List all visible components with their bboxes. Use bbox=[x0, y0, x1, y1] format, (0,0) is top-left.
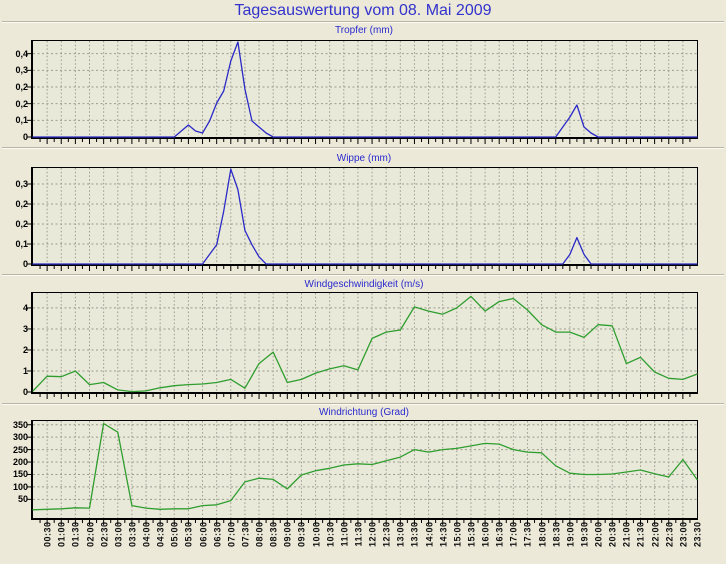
data-line bbox=[32, 168, 698, 265]
plot-area bbox=[27, 40, 698, 144]
x-axis-label: 08:00 bbox=[254, 521, 265, 548]
y-axis-label: 350 bbox=[12, 419, 28, 430]
x-axis-label: 19:00 bbox=[565, 521, 576, 548]
y-axis-label: 1 bbox=[22, 365, 28, 376]
x-axis-label: 12:00 bbox=[367, 521, 378, 548]
y-axis-label: 0,1 bbox=[15, 239, 28, 249]
x-axis-label: 13:30 bbox=[409, 521, 420, 548]
x-axis-label: 16:00 bbox=[480, 521, 491, 548]
x-axis-label: 18:30 bbox=[551, 521, 562, 548]
x-axis-label: 10:30 bbox=[325, 521, 336, 548]
x-axis-label: 19:30 bbox=[579, 521, 590, 548]
plot-canvas bbox=[27, 421, 698, 525]
x-axis-label: 11:30 bbox=[353, 521, 364, 547]
x-axis-label: 09:00 bbox=[282, 521, 293, 548]
divider bbox=[2, 147, 724, 149]
x-axis-label: 03:00 bbox=[113, 521, 124, 548]
x-axis-label: 21:00 bbox=[621, 521, 632, 548]
x-axis-label: 11:00 bbox=[339, 521, 350, 547]
x-axis-label: 00:30 bbox=[42, 521, 53, 548]
x-axis-label: 12:30 bbox=[381, 521, 392, 548]
x-axis-label: 02:30 bbox=[99, 521, 110, 548]
x-axis-label: 05:30 bbox=[183, 521, 194, 548]
data-line bbox=[32, 295, 698, 393]
plot-area bbox=[27, 292, 698, 399]
page-title: Tagesauswertung vom 08. Mai 2009 bbox=[234, 2, 492, 19]
y-axis-label: 0,2 bbox=[15, 82, 28, 92]
x-axis-label: 13:00 bbox=[395, 521, 406, 548]
x-axis-label: 04:30 bbox=[155, 521, 166, 548]
chart-title: Wippe (mm) bbox=[336, 153, 392, 164]
x-axis-label: 20:30 bbox=[607, 521, 618, 548]
divider bbox=[2, 21, 724, 23]
y-axis-label: 0,4 bbox=[15, 48, 28, 59]
y-axis-label: 0,2 bbox=[15, 98, 28, 109]
y-axis-label: 4 bbox=[22, 302, 28, 313]
x-axis-label: 03:30 bbox=[127, 521, 138, 548]
y-axis-label: 50 bbox=[17, 494, 28, 505]
chart-title: Windrichtung (Grad) bbox=[318, 407, 410, 418]
x-axis-label: 17:00 bbox=[508, 521, 519, 548]
data-line bbox=[32, 422, 698, 511]
data-line bbox=[32, 41, 698, 138]
y-axis-label: 100 bbox=[12, 481, 28, 492]
x-axis-label: 07:00 bbox=[226, 521, 237, 548]
plot-canvas bbox=[27, 41, 698, 144]
x-axis-label: 06:00 bbox=[198, 521, 209, 548]
x-axis-label: 14:30 bbox=[438, 521, 449, 548]
x-axis-label: 10:00 bbox=[311, 521, 322, 548]
x-axis-label: 01:30 bbox=[70, 521, 81, 548]
x-axis-label: 02:00 bbox=[85, 521, 95, 548]
y-axis-label: 250 bbox=[12, 444, 28, 455]
x-axis-label: 23:30 bbox=[692, 521, 703, 548]
y-axis-label: 0,2 bbox=[15, 218, 28, 229]
x-axis-label: 08:30 bbox=[268, 521, 279, 548]
x-axis-label: 21:30 bbox=[635, 521, 646, 548]
y-axis-label: 0,3 bbox=[15, 179, 28, 189]
x-axis-label: 14:00 bbox=[424, 521, 435, 548]
y-axis-label: 2 bbox=[22, 344, 28, 355]
chart-title: Windgeschwindigkeit (m/s) bbox=[304, 279, 424, 290]
y-axis-label: 0 bbox=[22, 259, 28, 269]
x-axis-label: 05:00 bbox=[169, 521, 180, 548]
divider bbox=[2, 403, 724, 405]
plot-canvas bbox=[27, 168, 698, 271]
plot-area bbox=[27, 420, 698, 525]
y-axis-label: 0,2 bbox=[15, 199, 28, 209]
y-axis-label: 0 bbox=[22, 387, 28, 397]
x-axis-label: 01:00 bbox=[56, 521, 67, 548]
y-axis-label: 300 bbox=[12, 432, 28, 443]
y-axis-label: 0,3 bbox=[15, 65, 28, 76]
y-axis-label: 200 bbox=[12, 457, 28, 468]
plot-area bbox=[27, 167, 698, 271]
y-axis-label: 150 bbox=[12, 469, 28, 480]
chart-title: Tropfer (mm) bbox=[335, 25, 393, 36]
y-axis-label: 0,1 bbox=[15, 115, 28, 126]
x-axis-label: 04:00 bbox=[141, 521, 152, 548]
x-axis-label: 15:30 bbox=[466, 521, 477, 548]
x-axis-label: 17:30 bbox=[522, 521, 533, 548]
x-axis-label: 16:30 bbox=[494, 521, 505, 548]
plot-canvas bbox=[27, 293, 698, 399]
x-axis-label: 15:00 bbox=[452, 521, 463, 548]
divider bbox=[2, 274, 724, 276]
y-axis-label: 0 bbox=[22, 132, 28, 142]
y-axis-label: 3 bbox=[22, 323, 28, 334]
x-axis-label: 20:00 bbox=[593, 521, 604, 548]
x-axis-label: 06:30 bbox=[212, 521, 223, 548]
x-axis-label: 23:00 bbox=[678, 521, 689, 548]
x-axis-label: 22:00 bbox=[650, 521, 661, 548]
x-axis-label: 07:30 bbox=[240, 521, 251, 548]
x-axis-label: 18:00 bbox=[537, 521, 548, 548]
x-axis-label: 22:30 bbox=[664, 521, 675, 548]
x-axis-label: 09:30 bbox=[296, 521, 307, 548]
